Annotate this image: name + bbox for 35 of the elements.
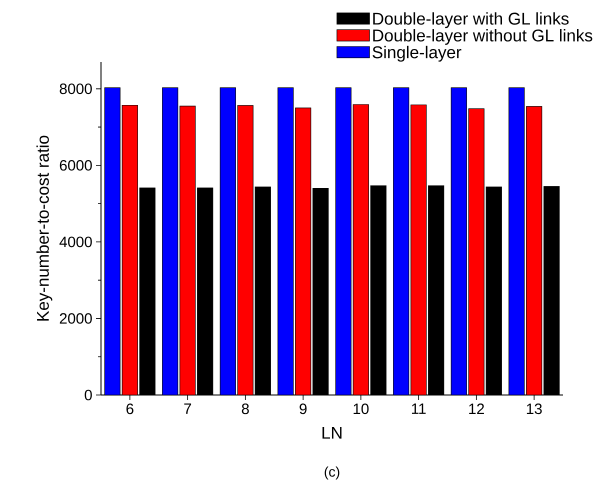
bar xyxy=(450,87,467,395)
x-tick-label: 11 xyxy=(412,404,426,414)
bar xyxy=(162,87,178,395)
bar xyxy=(122,104,138,395)
x-tick-label: 8 xyxy=(242,404,249,414)
y-tick-label: 0 xyxy=(84,390,92,400)
y-tick-label: 4000 xyxy=(59,236,92,248)
text: (c) xyxy=(324,466,340,480)
bar xyxy=(295,108,312,395)
bar xyxy=(104,87,120,395)
x-axis-title: LN xyxy=(322,426,342,439)
y-axis-title: Key-number-to-cost ratio xyxy=(36,136,52,321)
y-tick-label: 2000 xyxy=(60,313,92,324)
bar xyxy=(278,87,294,395)
x-tick-label: 9 xyxy=(300,404,307,414)
legend-label: Single-layer xyxy=(372,46,462,62)
y-tick-label: 6000 xyxy=(60,160,92,171)
y-tick-label: 8000 xyxy=(60,83,92,94)
bar xyxy=(220,87,236,395)
bar xyxy=(508,87,525,395)
x-tick-label: 6 xyxy=(126,404,134,414)
bar xyxy=(180,106,196,395)
legend-label: Double-layer without GL links xyxy=(373,29,592,45)
x-tick-label: 13 xyxy=(526,404,542,414)
bar xyxy=(335,87,352,395)
bar xyxy=(410,104,427,395)
bar xyxy=(468,108,484,395)
x-tick-label: 7 xyxy=(184,404,192,414)
x-tick-label: 12 xyxy=(469,404,484,414)
x-tick-label: 10 xyxy=(354,404,369,414)
bar xyxy=(526,106,542,395)
legend-label: Double-layer with GL links xyxy=(373,12,569,28)
bar xyxy=(237,105,254,395)
bar xyxy=(393,87,410,395)
bar xyxy=(352,104,369,395)
